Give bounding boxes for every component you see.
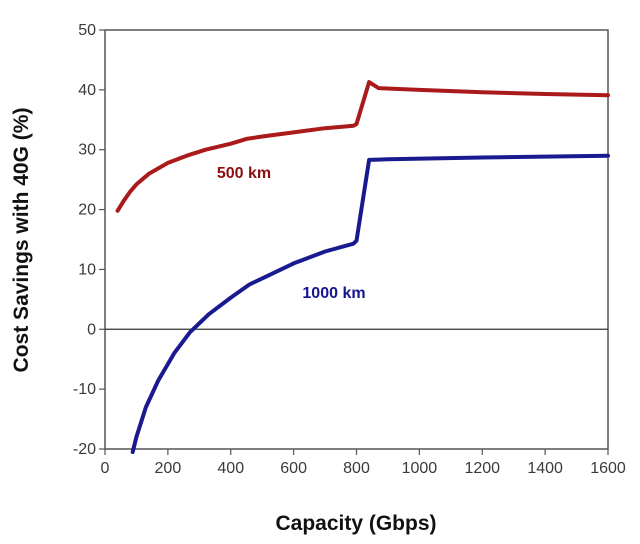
x-tick-label: 600 (280, 460, 307, 477)
x-tick-label: 1200 (464, 460, 500, 477)
x-tick-label: 1600 (590, 460, 626, 477)
y-tick-label: -20 (73, 441, 96, 458)
x-tick-label: 0 (101, 460, 110, 477)
x-tick-label: 1400 (527, 460, 563, 477)
x-tick-label: 400 (217, 460, 244, 477)
y-tick-label: -10 (73, 381, 96, 398)
y-tick-label: 40 (78, 82, 96, 99)
y-axis: -20 -10 0 10 20 30 40 50 (73, 22, 105, 458)
y-tick-label: 0 (87, 321, 96, 338)
x-tick-label: 200 (155, 460, 182, 477)
series-line-1000-km (130, 153, 610, 454)
y-tick-label: 50 (78, 22, 96, 39)
y-tick-label: 10 (78, 261, 96, 278)
series-layer: 500 km 1000 km (115, 80, 610, 454)
x-axis: 0 200 400 600 800 1000 1200 1400 1600 (101, 449, 626, 477)
y-tick-label: 30 (78, 142, 96, 159)
series-label-1000-km: 1000 km (302, 285, 365, 302)
series-line-500-km (115, 80, 610, 213)
x-axis-title: Capacity (Gbps) (275, 512, 436, 535)
y-axis-title: Cost Savings with 40G (%) (10, 108, 33, 373)
y-tick-label: 20 (78, 202, 96, 219)
series-label-500-km: 500 km (217, 165, 271, 182)
x-tick-label: 1000 (402, 460, 438, 477)
x-tick-label: 800 (343, 460, 370, 477)
